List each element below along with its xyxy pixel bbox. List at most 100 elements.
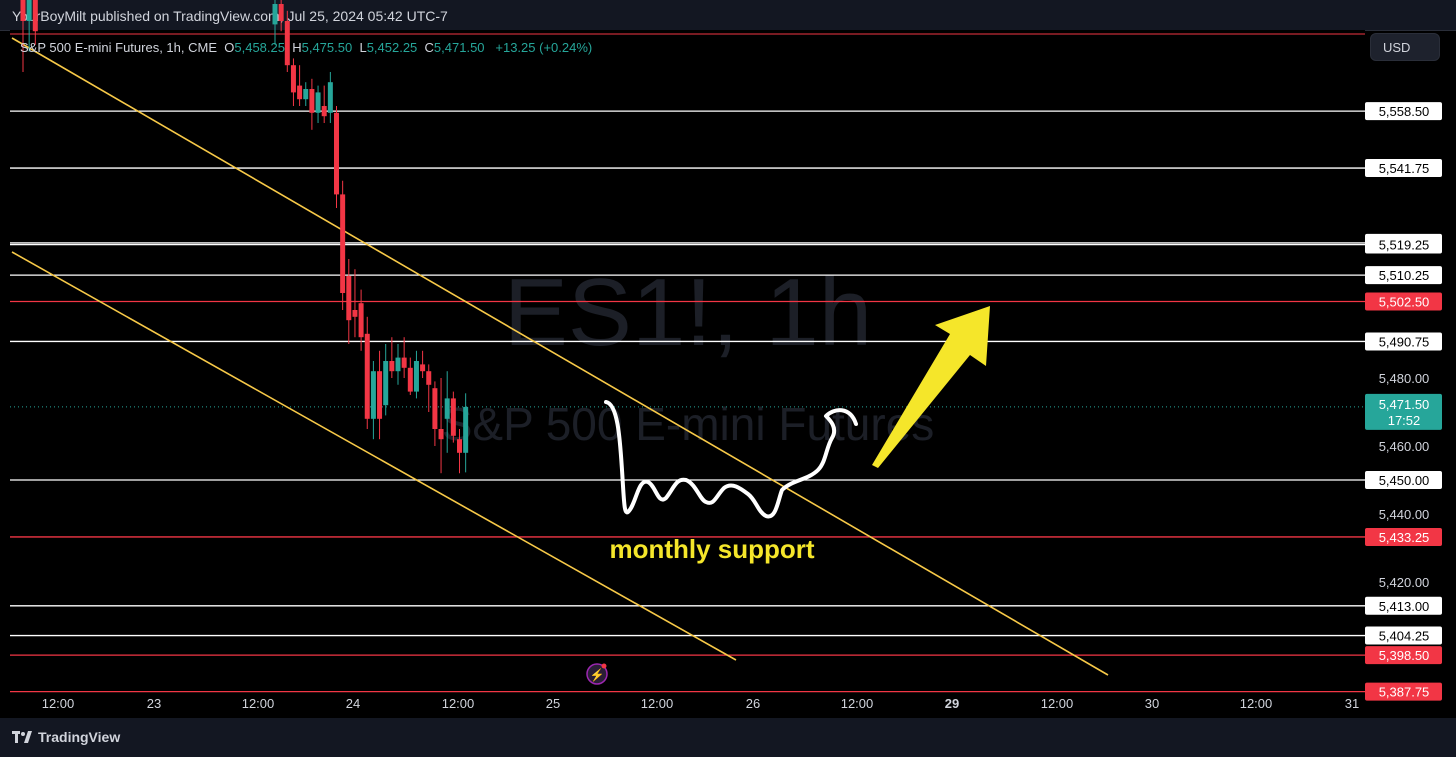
price-tick-label: 5,480.00	[1379, 371, 1430, 386]
candle-body	[364, 333, 370, 419]
chart-background	[10, 30, 1365, 710]
level-price-label: 5,433.25	[1379, 530, 1430, 545]
tradingview-logo-icon	[12, 731, 32, 743]
symbol-label: S&P 500 E-mini Futures, 1h, CME	[20, 40, 218, 55]
level-price-tag	[1365, 292, 1442, 311]
candle-body	[407, 367, 413, 392]
time-tick-label: 24	[346, 696, 360, 711]
price-path-squiggle	[604, 400, 858, 519]
tradingview-brand[interactable]: TradingView	[12, 729, 120, 745]
level-price-tag	[1365, 682, 1442, 701]
candle-body	[377, 371, 383, 419]
time-tick-label: 12:00	[242, 696, 275, 711]
time-tick-label: 12:00	[641, 696, 674, 711]
time-axis[interactable]: 12:00 23 12:00 24 12:00 25 12:00 26 12:00 29 12:00…	[42, 696, 1360, 711]
last-price-tag	[1365, 393, 1442, 430]
level-price-tag	[1365, 266, 1442, 285]
price-chart[interactable]: ES1!, 1h S&P 500 E-mini Futures monthly s…	[0, 0, 1456, 718]
high-label: H	[292, 40, 302, 55]
candle-body	[309, 89, 315, 113]
time-tick-label: 29	[945, 696, 959, 711]
hand-drawings: monthly support ⚡	[586, 306, 990, 685]
level-price-label: 5,541.75	[1379, 161, 1430, 176]
candle-body	[315, 92, 321, 113]
level-price-label: 5,450.00	[1379, 473, 1430, 488]
close-value: 5,471.50	[433, 40, 485, 55]
candle-body	[432, 388, 438, 429]
candle-body	[32, 0, 38, 32]
candle-body	[272, 4, 278, 25]
candle-body	[278, 4, 284, 21]
close-label: C	[424, 40, 434, 55]
candle-body	[450, 398, 456, 436]
candle-body	[413, 361, 419, 392]
open-label: O	[224, 40, 235, 55]
level-price-label: 5,558.50	[1379, 104, 1430, 119]
candle-body	[389, 361, 395, 372]
open-value: 5,458.25	[234, 40, 285, 55]
candle-body	[457, 439, 462, 453]
candle-body	[26, 0, 32, 21]
upward-arrow-icon	[872, 306, 990, 468]
candle-body	[297, 85, 303, 100]
level-price-tag	[1365, 159, 1442, 178]
brand-name: TradingView	[38, 729, 121, 745]
candle-body	[444, 398, 450, 419]
annotation-monthly-support: monthly support	[609, 534, 814, 564]
price-tick-label: 5,440.00	[1379, 507, 1430, 522]
level-price-label: 5,387.75	[1379, 685, 1430, 700]
time-tick-label: 12:00	[1041, 696, 1074, 711]
level-price-label: 5,519.25	[1379, 238, 1430, 253]
candle-body	[340, 194, 346, 293]
level-price-label: 5,398.50	[1379, 648, 1430, 663]
level-price-label: 5,404.25	[1379, 629, 1430, 644]
candle-body	[438, 429, 444, 440]
candle-body	[327, 82, 333, 113]
level-price-tag	[1365, 471, 1442, 489]
time-tick-label: 25	[546, 696, 560, 711]
level-price-tag	[1365, 596, 1442, 615]
lightning-icon	[586, 663, 608, 685]
time-tick-label: 12:00	[841, 696, 874, 711]
lightning-badge-dot	[601, 663, 607, 669]
time-tick-label: 23	[147, 696, 161, 711]
candle-body	[290, 65, 296, 93]
candle-body	[20, 0, 26, 21]
candle-body	[426, 371, 432, 385]
currency-button[interactable]: USD	[1370, 33, 1440, 61]
time-tick-label: 12:00	[442, 696, 475, 711]
level-price-label: 5,413.00	[1379, 599, 1430, 614]
candle-body	[370, 371, 376, 419]
time-tick-label: 26	[746, 696, 760, 711]
candle-body	[395, 357, 401, 372]
watermark-name: S&P 500 E-mini Futures	[442, 398, 935, 450]
candle-body	[284, 21, 290, 66]
published-info: YourBoyMilt published on TradingView.com…	[12, 8, 448, 24]
level-price-label: 5,502.50	[1379, 295, 1430, 310]
level-price-tag	[1365, 102, 1442, 121]
trendlines	[11, 37, 1109, 676]
ohlc-legend: S&P 500 E-mini Futures, 1h, CME O5,458.2…	[20, 40, 592, 55]
time-tick-label: 30	[1145, 696, 1159, 711]
candle-body	[334, 112, 339, 195]
level-price-tag	[1365, 235, 1442, 254]
level-price-tag	[1365, 527, 1442, 546]
upper-trendline	[11, 37, 1109, 676]
last-price-label: 5,471.50	[1379, 397, 1430, 412]
candle-body	[358, 303, 364, 338]
level-price-label: 5,510.25	[1379, 268, 1430, 283]
price-tick-label: 5,420.00	[1379, 575, 1430, 590]
level-price-tag	[1365, 626, 1442, 645]
time-tick-label: 12:00	[1240, 696, 1273, 711]
candle-body	[401, 357, 407, 368]
price-tick-label: 5,460.00	[1379, 439, 1430, 454]
candle-body	[303, 89, 309, 100]
lower-trendline	[11, 251, 737, 661]
countdown-label: 17:52	[1388, 413, 1421, 428]
candle-body	[420, 364, 426, 372]
candle-body	[321, 106, 327, 117]
candle-body	[352, 310, 358, 317]
price-axis[interactable]: 5,480.00 5,460.00 5,440.00 5,420.00 5,558.50…	[1365, 102, 1442, 701]
low-label: L	[359, 40, 367, 55]
